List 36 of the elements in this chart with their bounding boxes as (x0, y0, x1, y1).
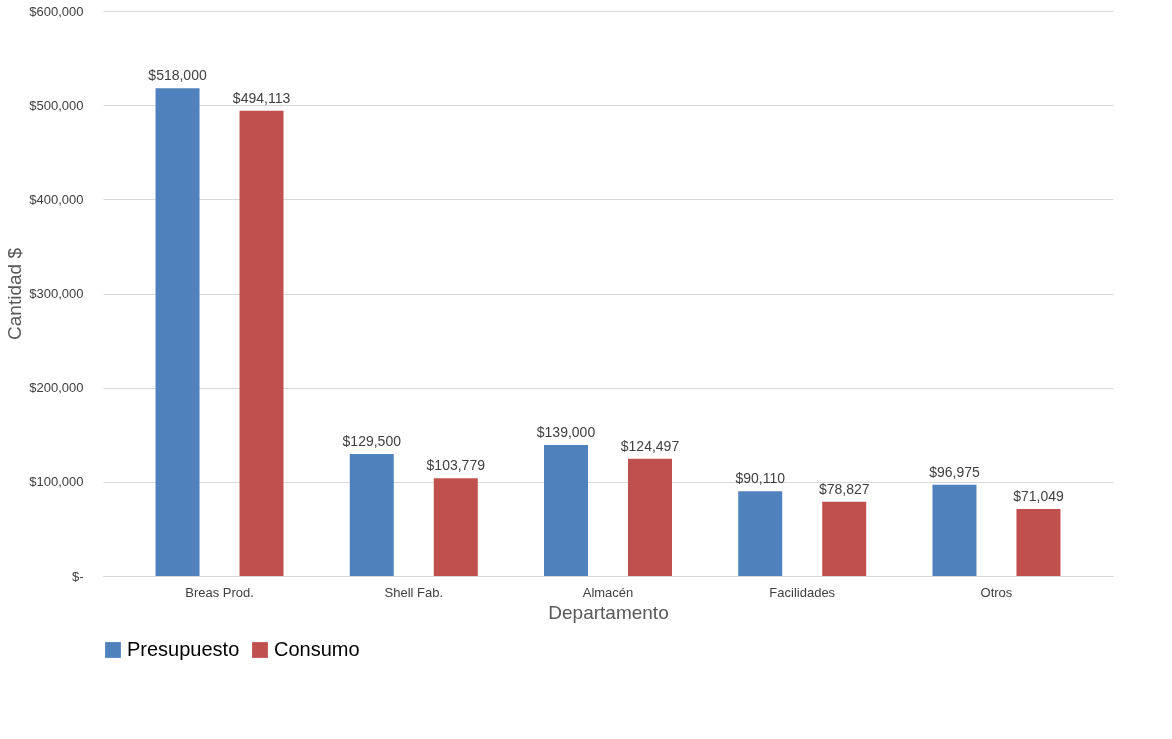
bar (738, 491, 783, 576)
y-tick-label: $300,000 (29, 286, 84, 301)
y-tick-label: $- (71, 568, 84, 584)
bar (822, 501, 867, 576)
data-label: $139,000 (536, 424, 596, 441)
x-tick-label: Otros (980, 584, 1013, 600)
data-label: $96,975 (929, 463, 980, 480)
bar (349, 454, 394, 576)
bar (544, 445, 588, 576)
y-tick-label: $600,000 (29, 3, 84, 19)
y-tick-label: $500,000 (29, 97, 84, 113)
bar (932, 484, 977, 576)
data-label: $124,497 (620, 437, 680, 454)
x-tick-label: Shell Fab. (384, 584, 444, 600)
bar (433, 478, 478, 576)
y-axis-title: Cantidad $ (4, 247, 26, 340)
x-axis-title: Departamento (548, 601, 669, 623)
y-tick-label: $100,000 (29, 474, 84, 490)
bar (239, 110, 284, 576)
data-label: $518,000 (148, 67, 207, 84)
bar (1016, 509, 1061, 576)
x-tick-label: Almacén (582, 584, 634, 600)
y-tick-label: $200,000 (29, 380, 84, 396)
x-tick-label: Facilidades (769, 584, 836, 600)
x-tick-label: Breas Prod. (185, 584, 254, 600)
data-label: $90,110 (735, 470, 786, 487)
data-label: $494,113 (232, 89, 291, 106)
data-label: $103,779 (426, 457, 486, 474)
data-label: $71,049 (1013, 488, 1064, 505)
bar (155, 88, 200, 576)
bar (628, 458, 672, 576)
legend-label: Presupuesto (127, 638, 240, 660)
y-tick-label: $400,000 (29, 191, 84, 207)
data-label: $78,827 (818, 480, 870, 497)
legend-label: Consumo (274, 638, 360, 660)
data-label: $129,500 (342, 433, 402, 450)
